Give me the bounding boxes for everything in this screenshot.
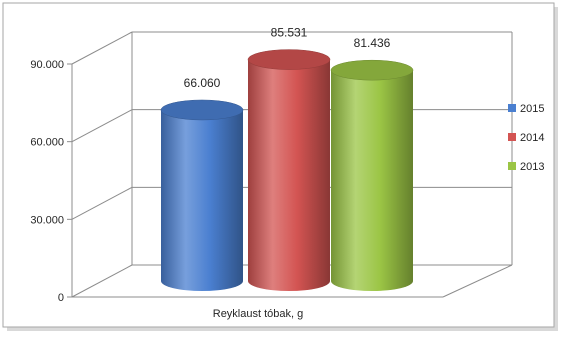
y-tick-label: 0	[58, 292, 64, 304]
gridline-side	[71, 186, 133, 220]
legend-swatch-2014	[508, 133, 516, 141]
bar-top-2013	[330, 59, 414, 81]
data-label-2015: 66.060	[184, 76, 221, 90]
category-labels: Reyklaust tóbak, g	[213, 308, 304, 320]
y-tick-label: 30.000	[30, 214, 64, 226]
y-axis-ticks: 0 30.000 60.000 90.000	[30, 59, 72, 304]
legend-label-2014: 2014	[520, 132, 544, 144]
gridline-side	[71, 31, 133, 65]
legend-swatch-2015	[508, 104, 516, 112]
bar-2013	[331, 70, 413, 292]
legend: 2015 2014 2013	[508, 103, 544, 173]
y-tick-label: 90.000	[30, 59, 64, 71]
floor-right-edge	[442, 264, 513, 298]
bars	[160, 49, 414, 292]
legend-swatch-2013	[508, 162, 516, 170]
data-labels: 66.060 85.531 81.436	[184, 26, 391, 90]
gridline-side	[71, 264, 133, 298]
y-tick-label: 60.000	[30, 137, 64, 149]
bar-2015	[161, 109, 243, 291]
bar-top-2015	[160, 99, 244, 121]
bar-top-2014	[247, 49, 331, 70]
legend-label-2013: 2013	[520, 161, 544, 173]
gridline-side	[71, 109, 133, 143]
category-label: Reyklaust tóbak, g	[213, 308, 304, 320]
bar-2014	[248, 59, 330, 291]
legend-label-2015: 2015	[520, 103, 544, 115]
data-label-2014: 85.531	[271, 26, 308, 40]
data-label-2013: 81.436	[354, 36, 391, 50]
